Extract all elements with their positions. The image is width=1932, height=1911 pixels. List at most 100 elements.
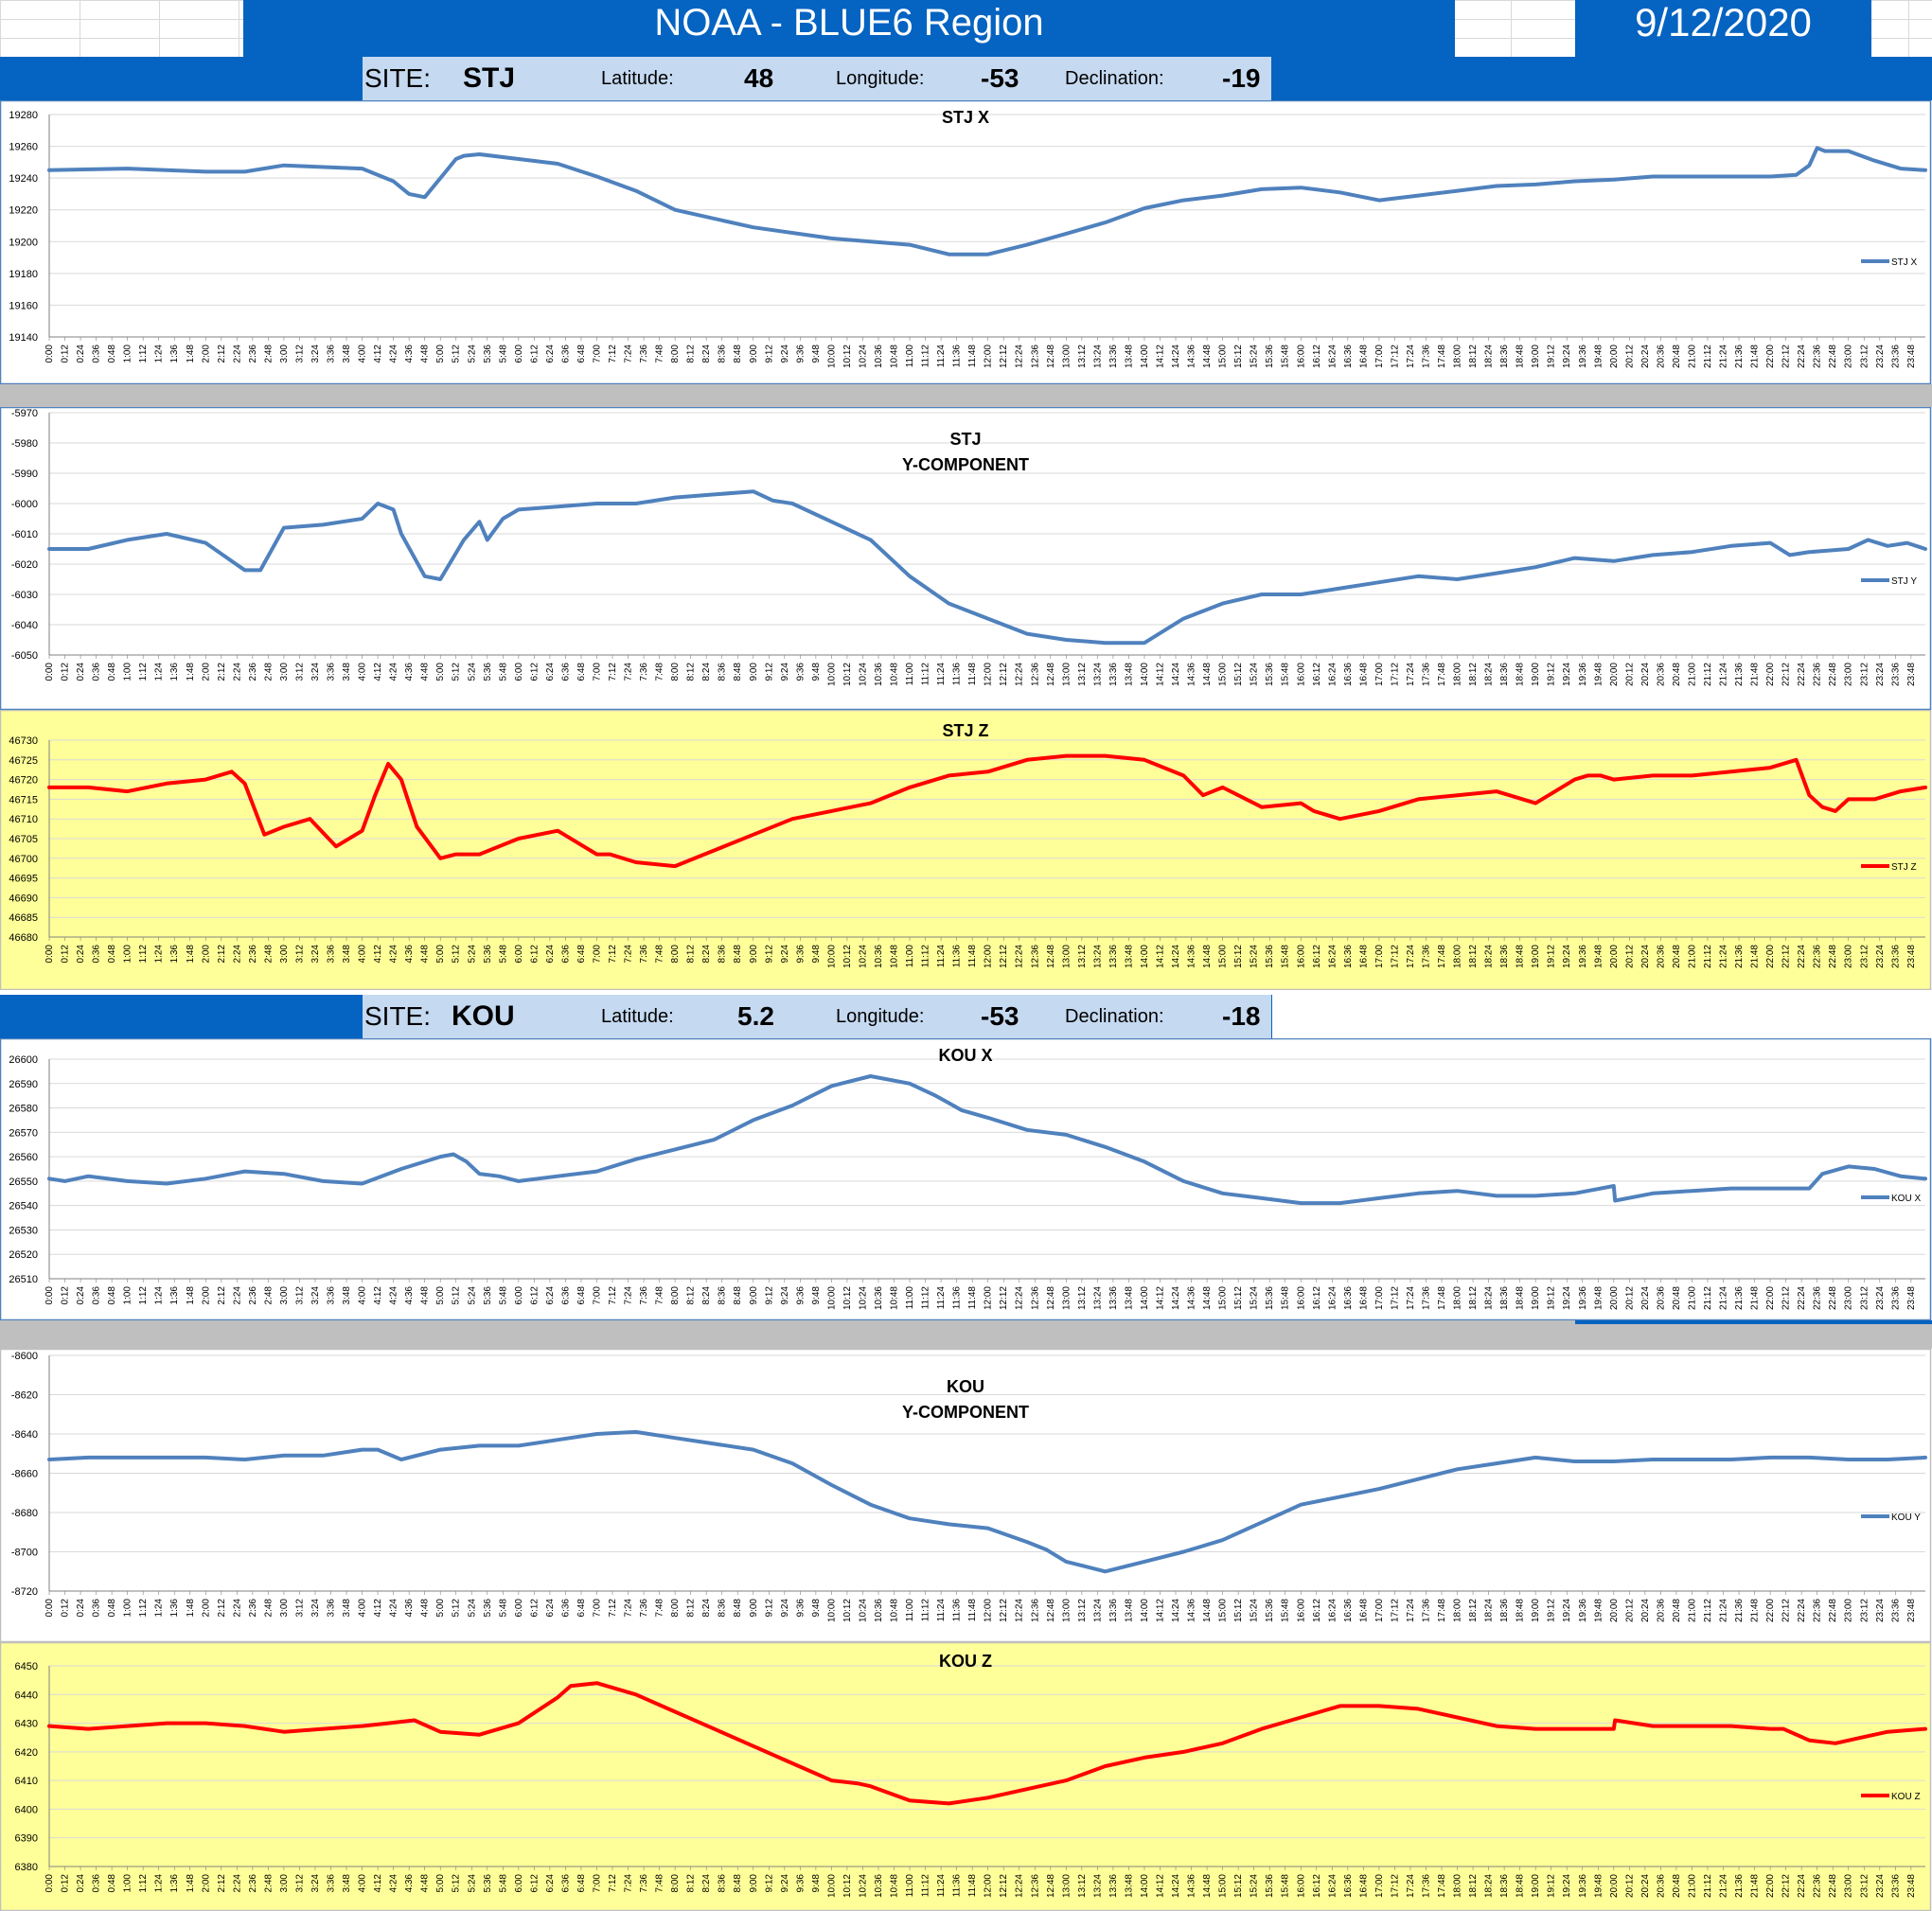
x-tick-label: 2:48	[263, 1599, 274, 1618]
x-tick-label: 7:12	[608, 345, 618, 363]
x-tick-label: 10:36	[874, 945, 884, 968]
x-tick-label: 15:36	[1265, 345, 1275, 368]
x-tick-label: 8:48	[733, 1286, 743, 1305]
x-tick-label: 6:00	[514, 1286, 524, 1305]
x-tick-label: 11:00	[905, 1286, 915, 1310]
x-tick-label: 1:36	[169, 1599, 180, 1618]
x-tick-label: 23:00	[1844, 945, 1854, 968]
x-tick-label: 18:00	[1453, 1599, 1463, 1622]
x-tick-label: 1:48	[186, 345, 196, 363]
chart-stj-x: 19140 19160 19180 19200 19220 19240 19260 19280…	[0, 100, 1932, 384]
x-tick-label: 18:12	[1468, 1874, 1479, 1898]
legend-label: STJ Y	[1891, 576, 1917, 587]
x-tick-label: 19:24	[1562, 945, 1572, 968]
x-tick-label: 4:00	[358, 663, 368, 681]
x-tick-label: 12:48	[1046, 1599, 1056, 1622]
x-tick-label: 10:24	[858, 663, 868, 686]
chart-background	[0, 407, 1932, 710]
y-tick-label: 6420	[15, 1747, 38, 1759]
x-tick-label: 8:00	[670, 345, 681, 363]
x-tick-label: 22:00	[1765, 1286, 1776, 1310]
series-line	[47, 753, 1927, 869]
x-tick-label: 21:12	[1703, 1599, 1713, 1622]
x-tick-label: 15:48	[1281, 1599, 1291, 1622]
x-tick-label: 14:24	[1171, 1286, 1181, 1310]
x-tick-label: 7:24	[624, 1286, 634, 1305]
x-tick-label: 23:24	[1875, 1599, 1886, 1622]
x-tick-label: 14:00	[1140, 663, 1150, 686]
x-tick-label: 20:12	[1624, 1599, 1635, 1622]
x-tick-label: 15:24	[1250, 1599, 1260, 1622]
x-tick-label: 15:12	[1233, 345, 1244, 368]
x-tick-label: 1:00	[123, 1286, 133, 1305]
x-tick-label: 13:48	[1124, 1874, 1134, 1898]
x-tick-label: 15:00	[1218, 1599, 1229, 1622]
x-tick-label: 13:48	[1124, 945, 1134, 968]
x-tick-label: 11:00	[905, 1874, 915, 1898]
x-tick-label: 17:48	[1437, 1874, 1447, 1898]
x-tick-label: 11:48	[967, 945, 978, 968]
x-tick-label: 21:48	[1750, 945, 1761, 968]
x-tick-label: 22:48	[1828, 945, 1838, 968]
x-tick-label: 23:00	[1844, 663, 1854, 686]
x-tick-label: 20:48	[1672, 945, 1682, 968]
x-tick-label: 10:12	[842, 1874, 853, 1898]
x-tick-label: 0:00	[44, 1599, 55, 1618]
x-tick-label: 2:24	[232, 1599, 242, 1618]
x-tick-label: 21:36	[1734, 345, 1745, 368]
x-tick-label: 2:36	[248, 345, 258, 363]
x-tick-label: 6:00	[514, 1874, 524, 1893]
x-tick-label: 16:48	[1358, 1286, 1369, 1310]
x-tick-label: 2:12	[217, 1874, 227, 1893]
x-tick-label: 4:00	[358, 945, 368, 964]
x-tick-label: 13:00	[1061, 1874, 1072, 1898]
x-tick-label: 6:12	[529, 345, 540, 363]
x-tick-label: 20:36	[1656, 1874, 1666, 1898]
y-tick-label: -6050	[11, 650, 38, 662]
x-tick-label: 18:24	[1484, 663, 1495, 686]
x-tick-label: 23:12	[1859, 1874, 1870, 1898]
x-tick-label: 15:48	[1281, 1286, 1291, 1310]
x-tick-label: 18:48	[1515, 1874, 1526, 1898]
x-tick-label: 18:12	[1468, 945, 1479, 968]
x-tick-label: 17:24	[1406, 1599, 1416, 1622]
x-tick-label: 8:12	[686, 1599, 697, 1618]
x-tick-label: 16:12	[1312, 345, 1322, 368]
x-tick-label: 21:24	[1719, 663, 1729, 686]
x-tick-label: 18:24	[1484, 345, 1495, 368]
x-tick-label: 14:00	[1140, 1599, 1150, 1622]
x-tick-label: 6:24	[545, 663, 556, 681]
chart-title: KOU Z	[939, 1652, 992, 1671]
x-tick-label: 4:24	[389, 1874, 399, 1893]
x-tick-label: 12:24	[1015, 663, 1025, 686]
x-tick-label: 22:48	[1828, 1599, 1838, 1622]
x-tick-label: 14:24	[1171, 345, 1181, 368]
x-tick-label: 18:36	[1499, 1286, 1510, 1310]
y-tick-label: 6410	[15, 1776, 38, 1787]
x-tick-label: 7:48	[655, 663, 665, 681]
x-tick-label: 12:12	[999, 1599, 1009, 1622]
x-tick-label: 20:36	[1656, 345, 1666, 368]
x-tick-label: 13:36	[1108, 1874, 1119, 1898]
x-tick-label: 8:48	[733, 1874, 743, 1893]
x-tick-label: 16:00	[1296, 663, 1306, 686]
y-tick-label: 46685	[9, 912, 38, 924]
x-tick-label: 17:24	[1406, 1874, 1416, 1898]
x-tick-label: 19:12	[1547, 1599, 1557, 1622]
x-tick-label: 18:12	[1468, 345, 1479, 368]
x-tick-label: 9:48	[811, 945, 822, 964]
x-tick-label: 9:48	[811, 663, 822, 681]
x-tick-label: 3:12	[294, 345, 305, 363]
x-tick-label: 20:12	[1624, 1874, 1635, 1898]
x-tick-label: 2:36	[248, 663, 258, 681]
x-tick-label: 18:48	[1515, 345, 1526, 368]
y-tick-label: -8720	[11, 1586, 38, 1598]
chart-stj-y: -6050 -6040 -6030 -6020 -6010 -6000 -5990 -5980…	[0, 407, 1932, 710]
x-tick-label: 4:12	[373, 1599, 383, 1618]
x-tick-label: 18:24	[1484, 1286, 1495, 1310]
x-tick-label: 12:12	[999, 345, 1009, 368]
x-tick-label: 2:36	[248, 1599, 258, 1618]
x-tick-label: 20:24	[1640, 1286, 1651, 1310]
x-tick-label: 19:24	[1562, 1874, 1572, 1898]
x-tick-label: 9:48	[811, 1286, 822, 1305]
